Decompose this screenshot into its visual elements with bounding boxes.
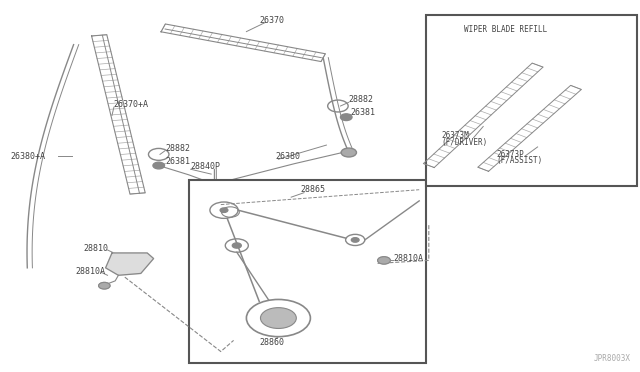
- Circle shape: [340, 114, 352, 121]
- Text: 28810A: 28810A: [76, 267, 106, 276]
- Text: 26380+A: 26380+A: [11, 152, 46, 161]
- Circle shape: [99, 282, 110, 289]
- Text: 28840P: 28840P: [191, 162, 221, 171]
- Text: 26370+A: 26370+A: [114, 100, 149, 109]
- Text: (F/ASSIST): (F/ASSIST): [496, 156, 542, 165]
- Text: 28860: 28860: [259, 338, 284, 347]
- Text: 28810: 28810: [83, 244, 108, 253]
- Circle shape: [351, 238, 359, 242]
- Text: JPR8003X: JPR8003X: [593, 354, 630, 363]
- Text: WIPER BLADE REFILL: WIPER BLADE REFILL: [464, 25, 547, 33]
- Text: 26370: 26370: [259, 16, 284, 25]
- Text: 26381: 26381: [165, 157, 190, 166]
- Text: 28865: 28865: [301, 185, 326, 194]
- Text: 26373M: 26373M: [442, 131, 469, 140]
- Circle shape: [232, 243, 241, 248]
- Text: 28810A: 28810A: [393, 254, 423, 263]
- Text: 28882: 28882: [349, 95, 374, 104]
- Circle shape: [341, 148, 356, 157]
- Polygon shape: [106, 253, 154, 275]
- Text: 26380: 26380: [275, 152, 300, 161]
- Circle shape: [220, 208, 228, 212]
- Circle shape: [378, 257, 390, 264]
- Text: 26373P: 26373P: [496, 150, 524, 159]
- Circle shape: [260, 308, 296, 328]
- Circle shape: [153, 162, 164, 169]
- Bar: [189, 180, 426, 363]
- Text: (F/DRIVER): (F/DRIVER): [442, 138, 488, 147]
- Text: 26381: 26381: [351, 108, 376, 117]
- Bar: [426, 15, 637, 186]
- Text: 28882: 28882: [165, 144, 190, 153]
